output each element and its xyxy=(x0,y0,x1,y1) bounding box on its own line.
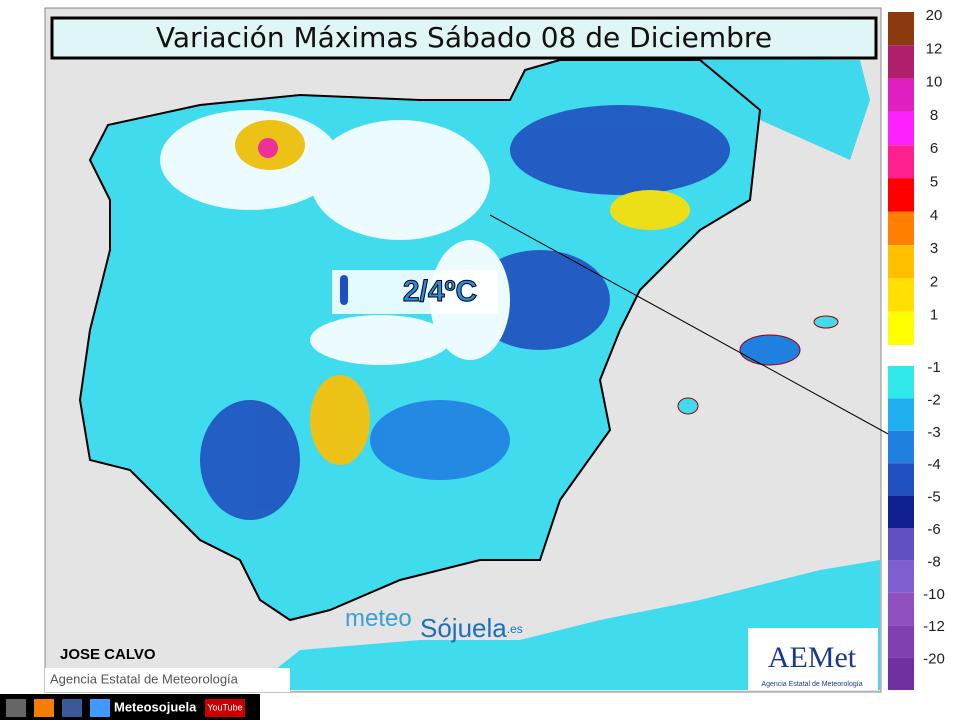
icon[interactable] xyxy=(62,699,82,717)
logo-subtitle: Agencia Estatal de Meteorología xyxy=(761,681,862,688)
footer-handle[interactable]: Meteosojuela xyxy=(114,699,197,714)
island xyxy=(813,315,839,329)
legend-label: -2 xyxy=(927,391,940,408)
patch xyxy=(610,190,690,230)
patch xyxy=(310,120,490,240)
legend-label: 4 xyxy=(930,207,938,224)
legend-swatch xyxy=(888,12,914,46)
legend-label: -20 xyxy=(923,651,945,668)
annotation: 2/4ºC xyxy=(403,275,477,308)
watermark-part: .es xyxy=(507,622,523,636)
legend-swatch xyxy=(888,657,914,690)
africa xyxy=(250,560,880,690)
legend-swatch xyxy=(888,245,914,279)
legend-label: -10 xyxy=(923,586,945,603)
patch xyxy=(310,315,450,365)
logo: AEMet xyxy=(768,641,857,674)
credit-box xyxy=(45,668,290,692)
legend-swatch xyxy=(888,211,914,246)
icon[interactable] xyxy=(6,699,26,717)
legend: 20 12 10 8 6 5 4 3 2 1 -1 -2 -3 -4 -5 -6 -8 -10 -12 -20 xyxy=(888,7,945,690)
legend-swatch xyxy=(888,178,914,212)
legend-swatch xyxy=(888,111,914,146)
pointer-line xyxy=(489,214,891,436)
legend-swatch xyxy=(888,398,914,431)
france xyxy=(510,58,870,160)
legend-swatch xyxy=(888,78,914,112)
legend-swatch xyxy=(888,463,914,496)
icon[interactable] xyxy=(90,699,110,717)
watermark: Sójuela.es xyxy=(420,613,523,643)
logo-box xyxy=(748,628,878,690)
icon[interactable] xyxy=(34,699,54,717)
legend-swatch xyxy=(888,495,914,528)
title: Variación Máximas Sábado 08 de Diciembre xyxy=(156,21,772,54)
legend-label: 10 xyxy=(926,74,943,91)
legend-label: -3 xyxy=(927,424,940,441)
legend-label: -4 xyxy=(927,456,940,473)
island xyxy=(677,397,699,415)
legend-label: 3 xyxy=(930,240,938,257)
legend-swatch xyxy=(888,366,914,399)
thermometer-icon xyxy=(340,275,348,305)
watermark-part: Sójuela xyxy=(420,613,507,643)
legend-label: 6 xyxy=(930,140,938,157)
legend-label: 5 xyxy=(930,173,938,190)
video-button[interactable] xyxy=(205,699,245,717)
author: JOSE CALVO xyxy=(60,646,156,663)
legend-label: 1 xyxy=(930,307,938,324)
legend-label: -6 xyxy=(927,521,940,538)
legend-label: 8 xyxy=(930,107,938,124)
credit: Agencia Estatal de Meteorología xyxy=(50,671,239,686)
legend-label: -8 xyxy=(927,553,940,570)
legend-label: -1 xyxy=(927,359,940,376)
legend-label: -12 xyxy=(923,618,945,635)
patch xyxy=(510,105,730,195)
legend-label: 12 xyxy=(926,40,943,57)
watermark-part: meteo xyxy=(345,605,412,632)
watermark: meteo xyxy=(345,605,412,632)
patch xyxy=(200,400,300,520)
legend-swatch xyxy=(888,145,914,179)
patch xyxy=(370,400,510,480)
legend-swatch xyxy=(888,592,914,626)
video-label[interactable]: YouTube xyxy=(207,702,242,712)
legend-swatch xyxy=(888,430,914,464)
legend-label: 20 xyxy=(926,7,943,24)
island xyxy=(739,334,801,366)
patch xyxy=(310,375,370,465)
legend-swatch xyxy=(888,528,914,561)
legend-swatch xyxy=(888,311,914,345)
legend-swatch xyxy=(888,278,914,312)
legend-swatch xyxy=(888,560,914,593)
annotation-box xyxy=(332,270,498,314)
patch xyxy=(258,138,278,158)
legend-label: -5 xyxy=(927,489,940,506)
legend-swatch xyxy=(888,45,914,79)
title-box xyxy=(50,16,878,60)
legend-label: 2 xyxy=(930,273,938,290)
legend-swatch xyxy=(888,625,914,658)
